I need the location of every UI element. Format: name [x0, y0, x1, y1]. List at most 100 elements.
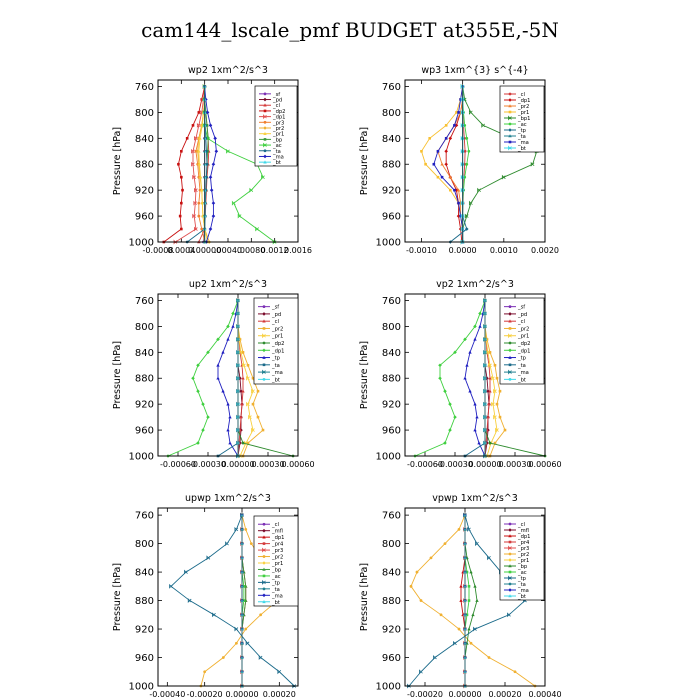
legend-marker [263, 92, 267, 96]
data-point [444, 162, 448, 167]
data-point [460, 174, 465, 180]
data-point [460, 200, 465, 206]
legend-label: _tp [517, 128, 527, 134]
legend-label: _mfl [517, 528, 529, 534]
data-point [256, 389, 260, 393]
data-point [212, 612, 216, 618]
data-point [460, 161, 465, 167]
legend-label: _bt [272, 160, 281, 166]
data-point [197, 201, 201, 205]
legend: _cl_mfl_dp1_pr4_pr3_pr2_pr1_bp_ac_tp_ta_… [499, 515, 545, 601]
legend-label: _tp [271, 580, 281, 586]
data-point [180, 227, 183, 231]
data-point [249, 542, 253, 545]
chart-panel-5: upwp 1xm^2/s^3 Pressure [hPa] 760 800 840 880… [112, 493, 299, 699]
data-point [241, 441, 245, 445]
legend-marker [262, 574, 266, 578]
data-point [419, 669, 423, 675]
data-point [246, 363, 250, 367]
legend-marker [508, 588, 512, 592]
y-tick-label: 800 [135, 108, 154, 119]
data-point [443, 389, 447, 393]
legend-marker [262, 348, 266, 353]
data-point [419, 599, 423, 602]
data-point [185, 137, 189, 140]
data-point [468, 350, 472, 354]
data-point [180, 175, 183, 179]
legend-marker [262, 542, 266, 545]
data-point [507, 612, 511, 618]
data-point [473, 428, 477, 432]
chart-panel-4: vp2 1xm^2/s^3 Pressure [hPa] 760 800 840 880 9… [359, 279, 562, 469]
data-point [226, 324, 230, 329]
y-tick-label: 840 [135, 348, 154, 359]
legend-marker [262, 305, 266, 309]
data-point [469, 570, 473, 574]
data-point [192, 174, 196, 180]
data-point [181, 188, 184, 192]
legend-marker [262, 333, 266, 339]
legend-marker [262, 567, 266, 571]
data-point [226, 148, 230, 154]
legend-label: _pd [271, 312, 281, 318]
x-tick-label: -0.00030 [190, 460, 226, 469]
y-tick-label: 920 [135, 400, 154, 411]
data-point [495, 427, 499, 433]
y-tick-label: 1000 [129, 452, 154, 463]
y-tick-label: 840 [382, 568, 401, 579]
legend-label: _bp [517, 564, 528, 570]
data-point [473, 337, 477, 341]
data-point [206, 415, 210, 419]
data-point [503, 428, 507, 432]
y-axis-label: Pressure [hPa] [112, 341, 123, 409]
data-point [444, 137, 448, 140]
data-point [488, 441, 492, 445]
y-tick-label: 760 [382, 82, 401, 93]
legend-marker [508, 134, 512, 138]
legend-label: _ta [517, 134, 526, 140]
data-point [201, 428, 205, 432]
legend-marker [508, 115, 512, 121]
data-point [487, 555, 491, 561]
y-tick-label: 760 [135, 82, 154, 93]
data-point [438, 363, 442, 368]
legend-marker [508, 582, 512, 586]
data-point [196, 363, 200, 368]
y-tick-label: 960 [135, 212, 154, 223]
legend-marker [263, 160, 267, 164]
legend-label: _pd [272, 98, 282, 104]
legend-marker [508, 319, 512, 323]
page-title: cam144_lscale_pmf BUDGET at355E,-5N [141, 18, 559, 42]
legend-label: _pr4 [271, 542, 284, 548]
y-tick-label: 800 [135, 322, 154, 333]
data-point [244, 527, 248, 531]
data-point [456, 214, 461, 218]
data-point [249, 187, 254, 193]
data-point [211, 201, 216, 205]
data-point [465, 613, 469, 617]
data-point [465, 136, 469, 140]
legend-marker [263, 126, 267, 130]
data-point [439, 613, 443, 617]
legend-label: _pr2 [271, 555, 283, 561]
data-point [205, 162, 209, 166]
data-point [473, 402, 477, 406]
legend-label: _bt [271, 377, 280, 383]
data-point [460, 148, 465, 154]
data-point [436, 175, 440, 179]
legend-label: _dp1 [272, 115, 285, 121]
x-tick-label: 0.00040 [528, 690, 561, 699]
series-ma [432, 85, 464, 244]
data-point [198, 175, 203, 179]
data-point [261, 428, 265, 432]
legend-label: _pr2 [272, 126, 284, 132]
chart-title: wp2 1xm^2/s^3 [188, 65, 268, 76]
data-point [420, 149, 423, 153]
chart-title: vp2 1xm^2/s^3 [436, 279, 514, 290]
legend-marker [262, 522, 266, 526]
data-point [473, 324, 477, 329]
x-tick-label: 0.00000 [225, 690, 258, 699]
data-point [478, 324, 482, 328]
data-point [178, 214, 182, 218]
